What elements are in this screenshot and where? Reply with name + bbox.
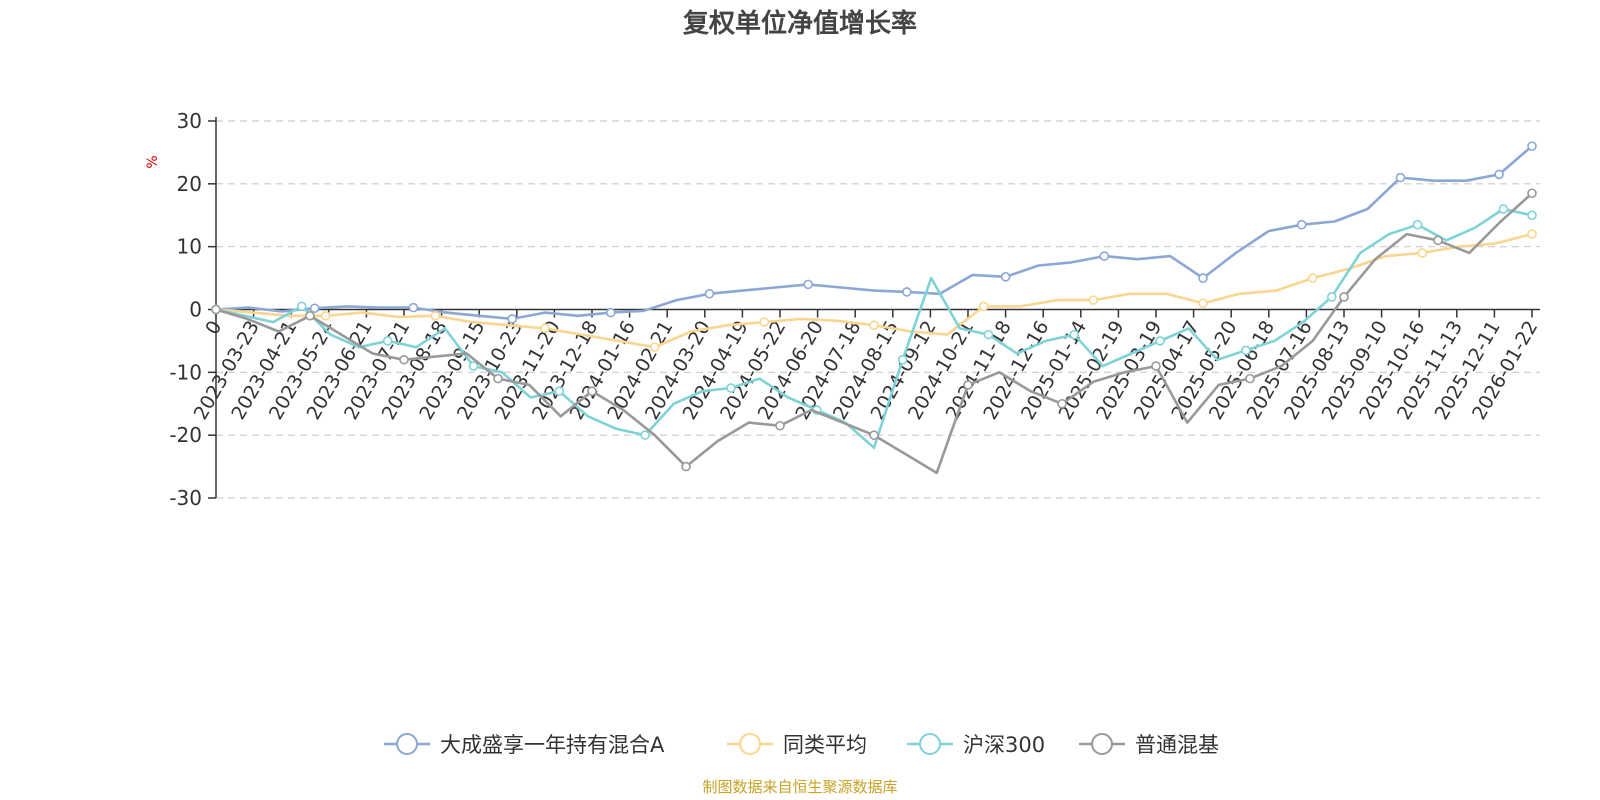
source-note: 制图数据来自恒生聚源数据库 xyxy=(702,778,897,796)
data-point xyxy=(1088,295,1099,305)
data-point xyxy=(681,461,691,472)
y-tick-label: 20 xyxy=(177,172,202,196)
data-point xyxy=(1527,210,1537,221)
data-point xyxy=(1245,373,1255,384)
data-point xyxy=(297,301,307,312)
data-point xyxy=(1151,361,1161,371)
data-point xyxy=(1339,292,1349,302)
data-point xyxy=(468,361,479,371)
data-point xyxy=(1241,345,1251,356)
y-axis: 30 20 10 0 -10 -20 -30 xyxy=(169,109,217,510)
data-point xyxy=(803,279,814,290)
series-lines xyxy=(211,141,1537,475)
data-point xyxy=(309,303,320,314)
data-point xyxy=(1000,272,1011,282)
data-point xyxy=(1099,251,1110,261)
data-point xyxy=(1155,336,1165,346)
legend-label: 沪深300 xyxy=(963,733,1045,757)
data-point xyxy=(430,310,441,321)
data-point xyxy=(540,323,550,334)
data-point xyxy=(869,430,879,440)
data-point xyxy=(507,314,517,324)
y-tick-label: 10 xyxy=(177,235,202,259)
data-point xyxy=(640,430,650,440)
data-point xyxy=(775,420,785,431)
data-point xyxy=(1412,219,1423,230)
data-point xyxy=(983,329,994,340)
series-3 xyxy=(211,188,1537,475)
data-point xyxy=(320,310,331,321)
data-point xyxy=(759,317,770,327)
data-point xyxy=(869,320,879,331)
legend-label: 普通混基 xyxy=(1135,733,1219,757)
legend-label: 同类平均 xyxy=(783,733,867,757)
data-point xyxy=(1198,298,1208,309)
y-tick-label: -30 xyxy=(169,486,202,510)
data-point xyxy=(978,301,989,312)
data-point xyxy=(399,354,409,365)
data-point xyxy=(649,342,660,353)
legend-item-1[interactable]: 同类平均 xyxy=(727,733,867,757)
x-tick-label: 0 xyxy=(201,317,226,338)
data-point xyxy=(1069,329,1080,340)
y-tick-label: 0 xyxy=(189,298,202,322)
data-point xyxy=(1527,229,1537,239)
data-point xyxy=(1296,219,1307,230)
data-point xyxy=(1198,273,1208,283)
data-point xyxy=(963,380,973,390)
chart-title: 复权单位净值增长率 xyxy=(683,8,917,39)
data-point xyxy=(1433,235,1443,246)
data-point xyxy=(1498,204,1509,214)
data-point xyxy=(1527,141,1537,151)
data-point xyxy=(1527,188,1537,199)
legend-marker xyxy=(396,733,418,755)
series-line xyxy=(215,207,1533,450)
legend-marker xyxy=(1091,733,1113,755)
data-point xyxy=(1057,398,1067,409)
series-line xyxy=(215,145,1533,321)
data-point xyxy=(587,386,597,396)
x-axis: 02023-03-232023-04-212023-05-242023-06-2… xyxy=(190,308,1542,424)
y-tick-label: -20 xyxy=(169,423,202,447)
data-point xyxy=(902,287,912,297)
data-point xyxy=(1395,172,1406,183)
legend-marker xyxy=(919,733,941,755)
data-point xyxy=(704,288,715,299)
data-point xyxy=(726,383,736,393)
data-point xyxy=(493,373,503,384)
y-tick-label: -10 xyxy=(169,360,202,384)
data-point xyxy=(1326,292,1337,302)
data-point xyxy=(1307,273,1318,283)
data-point xyxy=(305,310,315,321)
data-point xyxy=(1494,169,1504,180)
data-point xyxy=(1417,248,1428,258)
legend-item-2[interactable]: 沪深300 xyxy=(907,733,1045,757)
data-point xyxy=(211,304,221,315)
data-point xyxy=(382,336,393,346)
series-0 xyxy=(211,141,1537,324)
y-tick-label: 30 xyxy=(177,109,202,133)
series-2 xyxy=(211,204,1537,450)
data-point xyxy=(897,354,908,365)
y-axis-unit: % xyxy=(145,155,161,168)
legend-label: 大成盛享一年持有混合A xyxy=(440,733,665,757)
legend[interactable]: 大成盛享一年持有混合A 同类平均 沪深300 普通混基 xyxy=(384,733,1219,757)
data-point xyxy=(554,386,565,396)
legend-marker xyxy=(739,733,761,755)
legend-item-0[interactable]: 大成盛享一年持有混合A xyxy=(384,733,665,757)
data-point xyxy=(408,302,419,313)
data-point xyxy=(605,307,616,318)
legend-item-3[interactable]: 普通混基 xyxy=(1079,733,1219,757)
